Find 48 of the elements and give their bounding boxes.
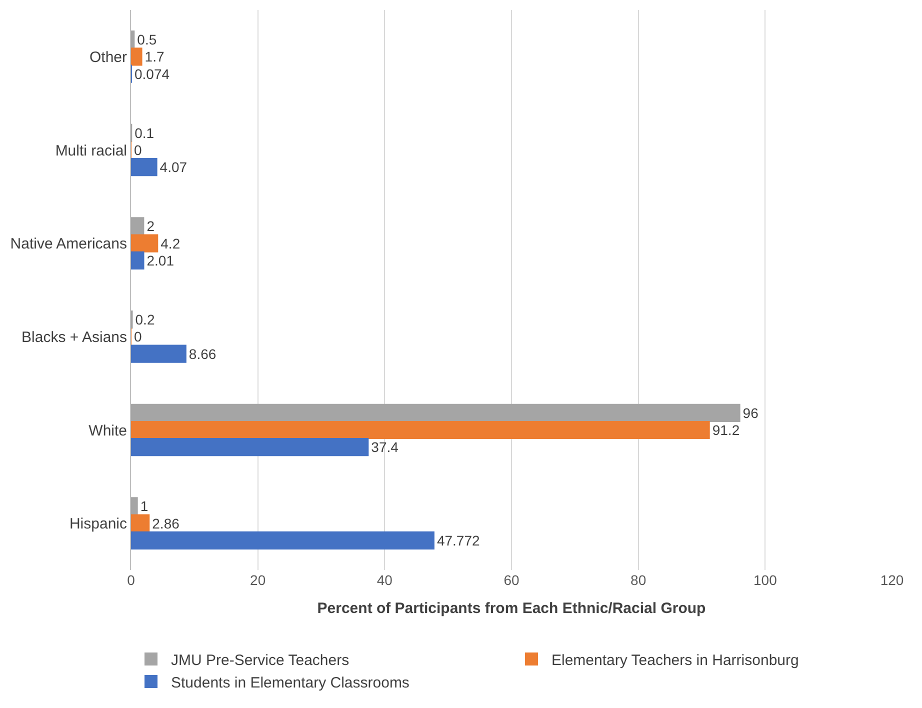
x-tick-label: 20: [250, 572, 266, 588]
data-label: 47.772: [436, 532, 480, 548]
bar: [131, 497, 138, 516]
x-axis-title: Percent of Participants from Each Ethnic/Racial Group: [317, 600, 706, 617]
data-label: 1.7: [144, 48, 164, 65]
data-label: 4.2: [160, 235, 180, 252]
data-label: 91.2: [712, 422, 740, 438]
bar: [131, 420, 710, 440]
y-tick-label: Native Americans: [10, 236, 127, 253]
bar: [131, 404, 740, 422]
data-label: 8.66: [188, 346, 216, 362]
x-tick-label: 120: [880, 572, 904, 588]
y-tick-label: Blacks + Asians: [22, 328, 127, 346]
bar: [131, 438, 369, 456]
data-label: 37.4: [371, 439, 399, 456]
bar: [131, 217, 144, 236]
x-tick-label: 0: [127, 572, 136, 588]
bar: [131, 234, 158, 252]
data-label: 0: [134, 328, 142, 345]
legend-label: Elementary Teachers in Harrisonburg: [552, 652, 799, 669]
data-label: 0.5: [137, 32, 157, 48]
legend-label: JMU Pre-Service Teachers: [171, 652, 350, 669]
bar: [131, 514, 150, 532]
data-label: 0: [134, 142, 142, 158]
bar: [131, 251, 144, 270]
data-label: 2: [146, 218, 155, 234]
x-tick-label: 80: [630, 572, 646, 588]
data-label: 0.074: [134, 66, 170, 82]
data-label: 1: [140, 498, 148, 514]
x-tick-label: 60: [504, 572, 520, 588]
y-tick-label: Other: [89, 48, 128, 66]
data-label: 2.01: [146, 252, 174, 268]
data-label: 0.1: [134, 124, 154, 141]
bar: [131, 344, 186, 363]
bar: [131, 48, 142, 66]
data-label: 4.07: [160, 159, 188, 176]
x-tick-label: 40: [376, 572, 393, 588]
y-tick-label: White: [88, 422, 127, 440]
data-label: 2.86: [152, 515, 180, 532]
y-tick-label: Hispanic: [69, 516, 128, 533]
bar: [131, 531, 434, 550]
bar: [131, 158, 158, 176]
x-tick-label: 100: [753, 572, 778, 588]
data-label: 96: [742, 404, 759, 421]
y-tick-label: Multi racial: [55, 142, 127, 160]
bar: [131, 30, 135, 49]
legend-label: Students in Elementary Classrooms: [171, 674, 410, 692]
data-label: 0.2: [135, 312, 155, 328]
